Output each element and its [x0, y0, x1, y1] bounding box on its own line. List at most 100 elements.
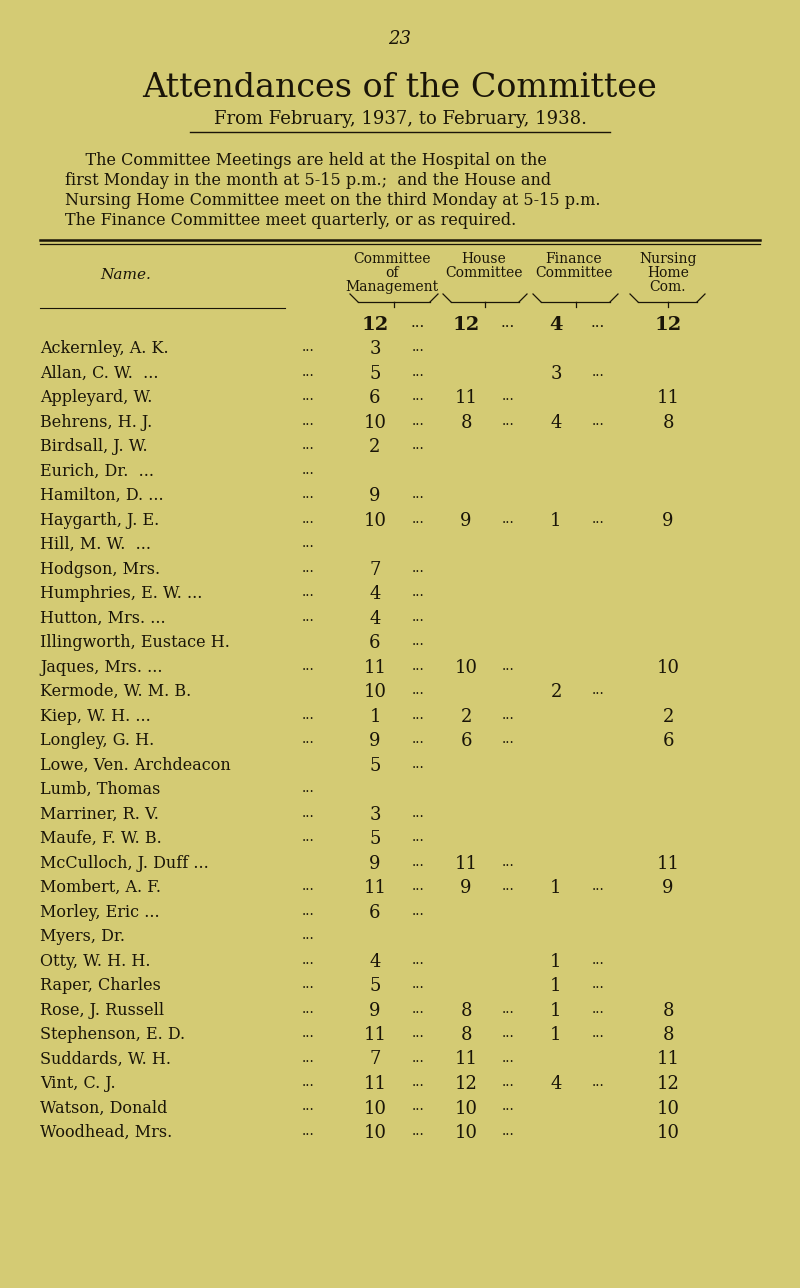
Text: ...: ...: [592, 1027, 604, 1039]
Text: of: of: [385, 267, 398, 279]
Text: Morley, Eric ...: Morley, Eric ...: [40, 903, 160, 921]
Text: 10: 10: [363, 413, 386, 431]
Text: Vint, C. J.: Vint, C. J.: [40, 1075, 116, 1092]
Text: Illingworth, Eustace H.: Illingworth, Eustace H.: [40, 634, 230, 650]
Text: 2: 2: [550, 683, 562, 701]
Text: ...: ...: [302, 927, 314, 942]
Text: Name.: Name.: [100, 268, 151, 282]
Text: 12: 12: [452, 316, 480, 334]
Text: 5: 5: [370, 829, 381, 848]
Text: ...: ...: [302, 413, 314, 428]
Text: 23: 23: [389, 30, 411, 48]
Text: Myers, Dr.: Myers, Dr.: [40, 927, 125, 945]
Text: Eurich, Dr.  ...: Eurich, Dr. ...: [40, 462, 154, 479]
Text: 4: 4: [370, 953, 381, 970]
Text: 11: 11: [454, 389, 478, 407]
Text: Jaques, Mrs. ...: Jaques, Mrs. ...: [40, 658, 162, 675]
Text: ...: ...: [502, 1124, 514, 1139]
Text: Com.: Com.: [650, 279, 686, 294]
Text: Marriner, R. V.: Marriner, R. V.: [40, 805, 159, 823]
Text: ...: ...: [502, 707, 514, 721]
Text: 10: 10: [657, 658, 679, 676]
Text: Home: Home: [647, 267, 689, 279]
Text: 10: 10: [657, 1124, 679, 1142]
Text: Committee: Committee: [353, 252, 430, 267]
Text: 4: 4: [550, 1075, 562, 1094]
Text: 10: 10: [454, 1100, 478, 1118]
Text: 4: 4: [370, 609, 381, 627]
Text: 6: 6: [370, 903, 381, 921]
Text: ...: ...: [502, 854, 514, 868]
Text: ...: ...: [302, 560, 314, 574]
Text: Longley, G. H.: Longley, G. H.: [40, 732, 154, 750]
Text: The Finance Committee meet quarterly, or as required.: The Finance Committee meet quarterly, or…: [65, 213, 516, 229]
Text: 12: 12: [654, 316, 682, 334]
Text: 10: 10: [363, 1100, 386, 1118]
Text: McCulloch, J. Duff ...: McCulloch, J. Duff ...: [40, 854, 209, 872]
Text: 11: 11: [363, 1027, 386, 1045]
Text: 7: 7: [370, 560, 381, 578]
Text: ...: ...: [501, 316, 515, 330]
Text: 1: 1: [550, 953, 562, 970]
Text: Committee: Committee: [535, 267, 613, 279]
Text: Hodgson, Mrs.: Hodgson, Mrs.: [40, 560, 160, 577]
Text: 3: 3: [370, 805, 381, 823]
Text: 8: 8: [662, 1027, 674, 1045]
Text: ...: ...: [502, 1075, 514, 1088]
Text: 1: 1: [550, 1027, 562, 1045]
Text: ...: ...: [302, 536, 314, 550]
Text: 1: 1: [550, 511, 562, 529]
Text: 10: 10: [657, 1100, 679, 1118]
Text: ...: ...: [302, 1027, 314, 1039]
Text: Woodhead, Mrs.: Woodhead, Mrs.: [40, 1124, 172, 1141]
Text: ...: ...: [412, 585, 424, 599]
Text: Behrens, H. J.: Behrens, H. J.: [40, 413, 152, 430]
Text: House: House: [462, 252, 506, 267]
Text: Nursing Home Committee meet on the third Monday at 5-15 p.m.: Nursing Home Committee meet on the third…: [65, 192, 601, 209]
Text: Humphries, E. W. ...: Humphries, E. W. ...: [40, 585, 202, 601]
Text: ...: ...: [302, 829, 314, 844]
Text: 9: 9: [370, 1002, 381, 1020]
Text: ...: ...: [412, 389, 424, 403]
Text: 11: 11: [657, 854, 679, 872]
Text: ...: ...: [412, 511, 424, 526]
Text: ...: ...: [302, 781, 314, 795]
Text: ...: ...: [412, 1002, 424, 1015]
Text: ...: ...: [302, 1075, 314, 1088]
Text: ...: ...: [412, 854, 424, 868]
Text: ...: ...: [592, 683, 604, 697]
Text: 9: 9: [662, 878, 674, 896]
Text: Attendances of the Committee: Attendances of the Committee: [142, 72, 658, 104]
Text: ...: ...: [302, 365, 314, 379]
Text: ...: ...: [412, 829, 424, 844]
Text: 8: 8: [460, 1027, 472, 1045]
Text: ...: ...: [502, 413, 514, 428]
Text: ...: ...: [412, 340, 424, 354]
Text: ...: ...: [592, 978, 604, 990]
Text: ...: ...: [302, 585, 314, 599]
Text: Nursing: Nursing: [639, 252, 697, 267]
Text: 10: 10: [363, 1124, 386, 1142]
Text: ...: ...: [591, 316, 605, 330]
Text: ...: ...: [302, 511, 314, 526]
Text: ...: ...: [412, 487, 424, 501]
Text: Suddards, W. H.: Suddards, W. H.: [40, 1051, 171, 1068]
Text: Otty, W. H. H.: Otty, W. H. H.: [40, 953, 150, 970]
Text: 5: 5: [370, 978, 381, 996]
Text: 12: 12: [657, 1075, 679, 1094]
Text: 9: 9: [370, 487, 381, 505]
Text: ...: ...: [592, 1075, 604, 1088]
Text: 1: 1: [370, 707, 381, 725]
Text: ...: ...: [412, 609, 424, 623]
Text: 10: 10: [363, 683, 386, 701]
Text: 3: 3: [370, 340, 381, 358]
Text: ...: ...: [502, 1027, 514, 1039]
Text: ...: ...: [302, 1051, 314, 1064]
Text: ...: ...: [502, 732, 514, 746]
Text: Watson, Donald: Watson, Donald: [40, 1100, 167, 1117]
Text: Hill, M. W.  ...: Hill, M. W. ...: [40, 536, 151, 553]
Text: 11: 11: [363, 1075, 386, 1094]
Text: Committee: Committee: [446, 267, 522, 279]
Text: ...: ...: [412, 978, 424, 990]
Text: Finance: Finance: [546, 252, 602, 267]
